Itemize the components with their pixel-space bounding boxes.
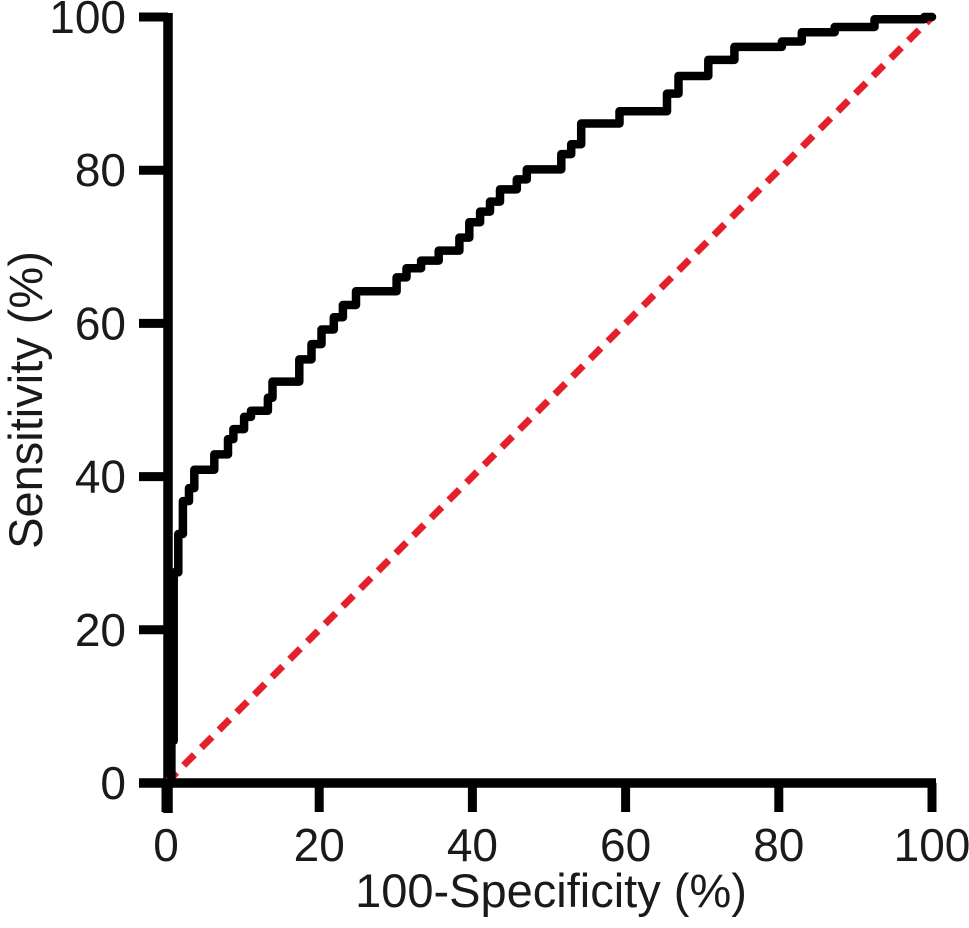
y-axis-title: Sensitivity (%) <box>0 251 52 549</box>
x-tick-labels: 0 20 40 60 80 100 <box>153 819 969 871</box>
y-tick-label: 100 <box>49 0 126 43</box>
x-tick-label: 0 <box>153 819 179 871</box>
x-tick-label: 100 <box>894 819 969 871</box>
x-tick-label: 80 <box>753 819 804 871</box>
axes <box>139 13 936 813</box>
x-tick-label: 60 <box>600 819 651 871</box>
y-tick-labels: 0 20 40 60 80 100 <box>49 0 126 809</box>
series-chance-diagonal <box>163 14 935 786</box>
x-tick-label: 40 <box>447 819 498 871</box>
y-tick-label: 40 <box>75 451 126 503</box>
x-axis-title: 100-Specificity (%) <box>355 864 747 917</box>
y-tick-label: 80 <box>75 144 126 196</box>
series-roc-curve <box>161 12 937 788</box>
y-tick-label: 20 <box>75 604 126 656</box>
roc-curve-line <box>161 12 937 788</box>
x-ticks <box>161 783 937 812</box>
y-tick-label: 60 <box>75 297 126 349</box>
y-tick-label: 0 <box>100 757 126 809</box>
y-ticks <box>139 12 168 788</box>
chance-diagonal-line <box>163 14 935 786</box>
x-tick-label: 20 <box>294 819 345 871</box>
